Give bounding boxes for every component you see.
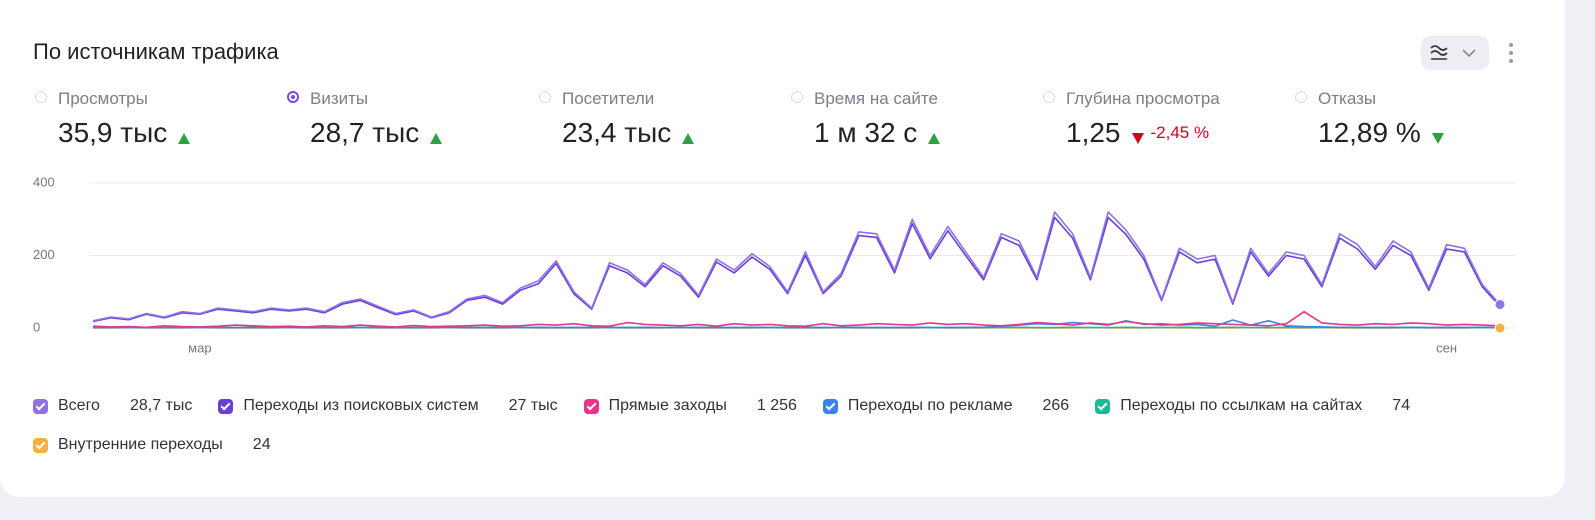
radio [539, 91, 551, 103]
trend-arrow [178, 133, 191, 144]
more-icon [1509, 43, 1513, 63]
radio [1043, 91, 1055, 103]
trend-arrow [928, 133, 941, 144]
trend-triangle [178, 133, 191, 144]
legend-checkbox [33, 398, 48, 414]
trend-arrow [430, 133, 443, 144]
metric[interactable]: Время на сайте 1 м 32 с [789, 88, 1039, 158]
metric[interactable]: Просмотры 35,9 тыс [33, 88, 283, 158]
radio [287, 91, 299, 103]
metric-value-row: 1,25 -2,45 % [1066, 117, 1209, 149]
legend-item[interactable]: Прямые заходы 1 256 [583, 395, 797, 417]
metric-value: 1,25 [1066, 117, 1121, 148]
chart-type-button[interactable] [1421, 36, 1489, 70]
metric-value: 35,9 тыс [58, 117, 168, 148]
legend-checkbox [822, 398, 838, 414]
metric-label: Просмотры [58, 89, 148, 108]
legend-name: Переходы по рекламе [847, 397, 1013, 414]
trend-arrow [1131, 133, 1144, 144]
legend-item[interactable]: Переходы по рекламе 266 [822, 395, 1070, 417]
metric-label: Глубина просмотра [1066, 89, 1220, 108]
metric-label: Время на сайте [814, 89, 938, 108]
metric-label: Посетители [562, 89, 655, 108]
trend-triangle [1131, 133, 1144, 144]
legend-name: Прямые заходы [608, 397, 727, 414]
metric-value-row: 28,7 тыс [310, 117, 443, 149]
legend: Всего 28,7 тыс Переходы из поисковых систе… [33, 395, 1463, 456]
legend-total: 24 [252, 436, 271, 453]
chart-type-icon [1430, 45, 1476, 60]
metric-value: 12,89 % [1318, 117, 1421, 148]
legend-name: Переходы из поисковых систем [243, 397, 479, 414]
end-marker [1494, 322, 1506, 334]
metric[interactable]: Визиты 28,7 тыс [285, 88, 535, 158]
legend-total: 266 [1042, 397, 1070, 414]
y-tick-label: 0 [33, 319, 40, 334]
metric-label: Визиты [310, 89, 369, 108]
legend-total: 74 [1392, 397, 1411, 414]
metric-value: 1 м 32 с [814, 117, 918, 148]
legend-checkbox [583, 398, 599, 414]
trend-triangle [682, 133, 695, 144]
legend-total: 27 тыс [508, 397, 558, 414]
legend-name: Внутренние переходы [58, 436, 223, 453]
legend-item[interactable]: Внутренние переходы 24 [33, 434, 271, 456]
radio [35, 91, 47, 103]
legend-checkbox [218, 398, 234, 414]
x-tick-label: мар [188, 340, 211, 355]
y-tick-label: 400 [33, 174, 55, 189]
metric-value-row: 12,89 % [1318, 117, 1445, 149]
legend-item[interactable]: Переходы из поисковых систем 27 тыс [218, 395, 558, 417]
radio [791, 91, 803, 103]
metric[interactable]: Посетители 23,4 тыс [537, 88, 787, 158]
metric-change: -2,45 % [1150, 123, 1210, 142]
legend-item[interactable]: Переходы по ссылкам на сайтах 74 [1095, 395, 1410, 417]
metric-value: 28,7 тыс [310, 117, 420, 148]
more-menu[interactable] [1502, 40, 1520, 66]
legend-item[interactable]: Всего 28,7 тыс [33, 395, 192, 417]
metric-value-row: 1 м 32 с [814, 117, 941, 149]
card: По источникам трафика Просмотры 35,9 тыс В… [0, 0, 1565, 497]
series-line [93, 319, 1501, 329]
metric-value-row: 23,4 тыс [562, 117, 695, 149]
series-line [92, 211, 1501, 322]
end-marker [1494, 298, 1506, 310]
legend-checkbox [1095, 398, 1111, 414]
legend-name: Переходы по ссылкам на сайтах [1120, 397, 1363, 414]
series-line [92, 216, 1501, 323]
trend-triangle [928, 133, 941, 144]
metric[interactable]: Отказы 12,89 % [1293, 88, 1543, 158]
trend-arrow [682, 133, 695, 144]
metric[interactable]: Глубина просмотра 1,25 -2,45 % [1041, 88, 1291, 158]
legend-total: 1 256 [756, 397, 797, 414]
trend-triangle [1431, 133, 1444, 144]
metric-label: Отказы [1318, 89, 1377, 108]
y-tick-label: 200 [33, 247, 55, 262]
x-tick-label: сен [1436, 340, 1457, 355]
series-line [92, 310, 1501, 329]
widget-title: По источникам трафика [33, 39, 279, 64]
trend-triangle [430, 133, 443, 144]
trend-arrow [1431, 133, 1444, 144]
legend-name: Всего [58, 397, 100, 414]
legend-total: 28,7 тыс [129, 397, 193, 414]
legend-checkbox [33, 437, 48, 453]
radio [1295, 91, 1307, 103]
metric-value-row: 35,9 тыс [58, 117, 191, 149]
metric-value: 23,4 тыс [562, 117, 672, 148]
chart: 0 200 400 мар сен [33, 174, 1515, 355]
